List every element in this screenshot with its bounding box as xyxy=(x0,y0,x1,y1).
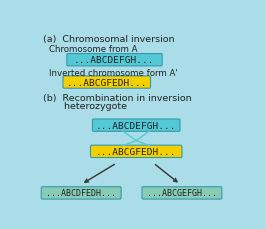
Text: (a)  Chromosomal inversion: (a) Chromosomal inversion xyxy=(43,34,175,43)
FancyBboxPatch shape xyxy=(142,187,222,199)
Text: ...ABCGFEDH...: ...ABCGFEDH... xyxy=(96,147,176,156)
Text: ...ABCDEFGH...: ...ABCDEFGH... xyxy=(96,121,176,130)
FancyBboxPatch shape xyxy=(92,120,180,132)
FancyBboxPatch shape xyxy=(67,54,162,67)
Text: Chromosome from A: Chromosome from A xyxy=(48,44,137,53)
FancyBboxPatch shape xyxy=(63,76,151,89)
FancyBboxPatch shape xyxy=(41,187,121,199)
FancyBboxPatch shape xyxy=(90,146,182,158)
Text: ...ABCDEFGH...: ...ABCDEFGH... xyxy=(74,56,155,65)
Text: Inverted chromosome form A': Inverted chromosome form A' xyxy=(48,69,178,78)
Text: ...ABCDFEDH...: ...ABCDFEDH... xyxy=(46,189,116,198)
Text: ...ABCGFEDH...: ...ABCGFEDH... xyxy=(67,78,147,87)
Text: ...ABCGEFGH...: ...ABCGEFGH... xyxy=(147,189,217,198)
Text: heterozygote: heterozygote xyxy=(43,101,127,110)
Text: (b)  Recombination in inversion: (b) Recombination in inversion xyxy=(43,93,192,102)
